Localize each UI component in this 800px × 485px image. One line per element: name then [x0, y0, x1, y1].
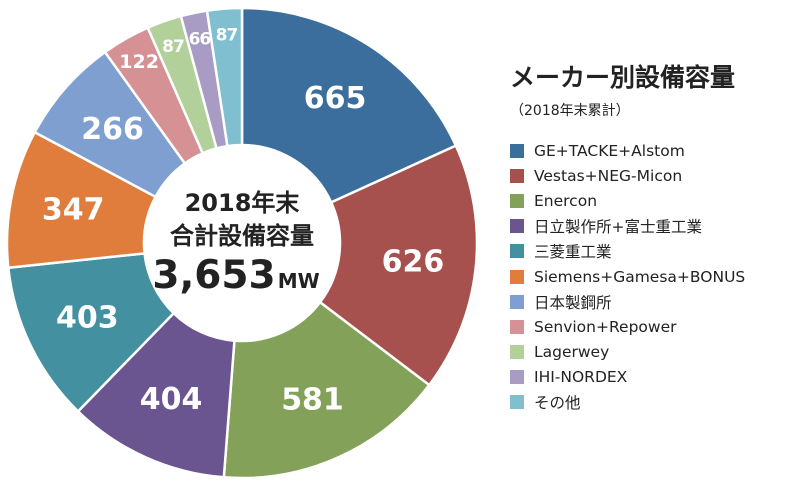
- legend-list: GE+TACKE+Alstom Vestas+NEG-Micon Enercon 日立…: [510, 138, 800, 415]
- legend-swatch: [510, 345, 524, 360]
- legend-label: 三菱重工業: [534, 243, 612, 262]
- pie-slice: [205, 6, 244, 148]
- slice-data-label: 66: [189, 29, 211, 49]
- legend-item: Vestas+NEG-Micon: [510, 163, 800, 188]
- slice-data-label: 347: [42, 193, 105, 228]
- legend-label: 日立製作所+富士重工業: [534, 218, 702, 237]
- legend-item: Enercon: [510, 188, 800, 213]
- legend-item: IHI-NORDEX: [510, 365, 800, 390]
- center-total-value: 3,653 MW: [152, 253, 319, 298]
- legend-swatch: [510, 168, 524, 183]
- slice-data-label: 626: [382, 245, 445, 280]
- legend-swatch: [510, 193, 524, 208]
- slice-data-label: 403: [56, 301, 119, 336]
- slice-data-label: 87: [162, 37, 184, 57]
- legend-label: 日本製鋼所: [534, 293, 612, 312]
- chart-subtitle: （2018年末累計）: [510, 103, 630, 119]
- slice-data-label: 266: [81, 112, 144, 147]
- legend-swatch: [510, 370, 524, 385]
- slice-data-label: 581: [281, 382, 344, 417]
- center-total-unit: MW: [278, 269, 320, 293]
- legend-item: Siemens+Gamesa+BONUS: [510, 264, 800, 289]
- slice-data-label: 122: [119, 51, 159, 73]
- legend-swatch: [510, 219, 524, 234]
- center-year-label: 2018年末: [185, 189, 301, 217]
- pie-slice: [240, 6, 458, 205]
- legend-label: Lagerwey: [534, 343, 610, 362]
- legend: メーカー別設備容量 （2018年末累計） GE+TACKE+Alstom Vest…: [510, 58, 800, 415]
- legend-swatch: [510, 143, 524, 158]
- center-total-caption: 合計設備容量: [170, 222, 314, 250]
- legend-label: Vestas+NEG-Micon: [534, 166, 683, 185]
- pie-slice: [318, 143, 479, 387]
- legend-label: IHI-NORDEX: [534, 368, 628, 387]
- legend-item: Lagerwey: [510, 340, 800, 365]
- legend-label: Senvion+Repower: [534, 317, 677, 336]
- center-summary: 2018年末 合計設備容量 3,653 MW: [152, 189, 319, 298]
- slice-data-label: 87: [216, 26, 238, 46]
- center-total-number: 3,653: [152, 253, 275, 298]
- pie-slice: [222, 300, 431, 480]
- legend-label: その他: [534, 394, 581, 413]
- legend-item: GE+TACKE+Alstom: [510, 138, 800, 163]
- legend-item: Senvion+Repower: [510, 314, 800, 339]
- slice-data-label: 404: [140, 382, 203, 417]
- legend-swatch: [510, 319, 524, 334]
- legend-swatch: [510, 269, 524, 284]
- slice-data-label: 665: [304, 81, 367, 116]
- legend-item: その他: [510, 390, 800, 415]
- legend-swatch: [510, 244, 524, 259]
- legend-item: 日本製鋼所: [510, 289, 800, 314]
- legend-swatch: [510, 294, 524, 309]
- legend-label: GE+TACKE+Alstom: [534, 141, 685, 160]
- chart-title: メーカー別設備容量: [510, 63, 736, 92]
- legend-label: Siemens+Gamesa+BONUS: [534, 267, 746, 286]
- legend-item: 三菱重工業: [510, 239, 800, 264]
- legend-swatch: [510, 395, 524, 410]
- legend-label: Enercon: [534, 191, 598, 210]
- slices-layer: [5, 6, 479, 480]
- legend-item: 日立製作所+富士重工業: [510, 214, 800, 239]
